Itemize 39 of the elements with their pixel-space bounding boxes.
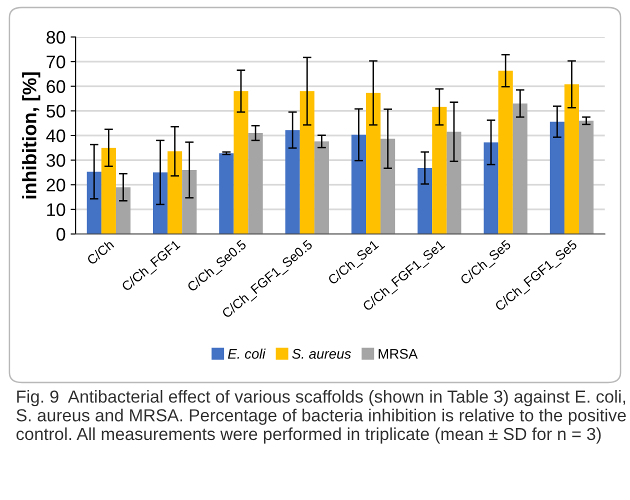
y-tick-label: 50 — [46, 104, 66, 118]
bar — [380, 138, 396, 234]
legend-label: S. aureus — [292, 348, 351, 359]
legend-label: E. coli — [228, 348, 266, 359]
bar — [182, 170, 197, 234]
bar — [366, 92, 381, 234]
bar — [152, 172, 168, 234]
y-tick-label: 70 — [46, 56, 66, 68]
bar — [101, 148, 116, 234]
bar — [314, 141, 329, 234]
y-tick-label: 10 — [47, 203, 66, 216]
bar — [512, 103, 528, 234]
bar — [300, 91, 314, 234]
bar — [498, 70, 513, 234]
caption: Fig. 9 Antibacterial effect of various scaffolds (shown in Table 3) against E. coli, S. aureus and MRSA. Percentage of bacteria inhibition is relative to the positive control. All measurements were performed in triplicate (mean ± SD for n = 3) — [16, 390, 626, 444]
bar — [86, 172, 102, 234]
bar — [248, 133, 263, 234]
y-tick-label: 20 — [46, 178, 66, 192]
bar — [219, 153, 234, 234]
bar — [432, 106, 447, 234]
bar — [168, 151, 182, 234]
x-tick-label: C/Ch — [86, 239, 114, 266]
y-tick-label: 30 — [46, 154, 66, 167]
y-tick-label: 40 — [46, 129, 66, 142]
y-tick-label: 80 — [46, 30, 66, 44]
legend-label: MRSA — [378, 348, 418, 359]
bar — [446, 132, 462, 234]
bar — [234, 91, 248, 234]
bar — [116, 187, 131, 234]
bar — [285, 130, 300, 234]
y-axis-title: inhibition, [%] — [22, 72, 40, 198]
bar — [579, 120, 594, 234]
bar — [351, 134, 366, 234]
bar — [564, 84, 579, 234]
bar — [484, 142, 498, 234]
bar — [550, 122, 564, 234]
bar — [418, 168, 432, 234]
y-tick-label: 60 — [46, 80, 66, 93]
y-tick-label: 0 — [56, 228, 66, 241]
